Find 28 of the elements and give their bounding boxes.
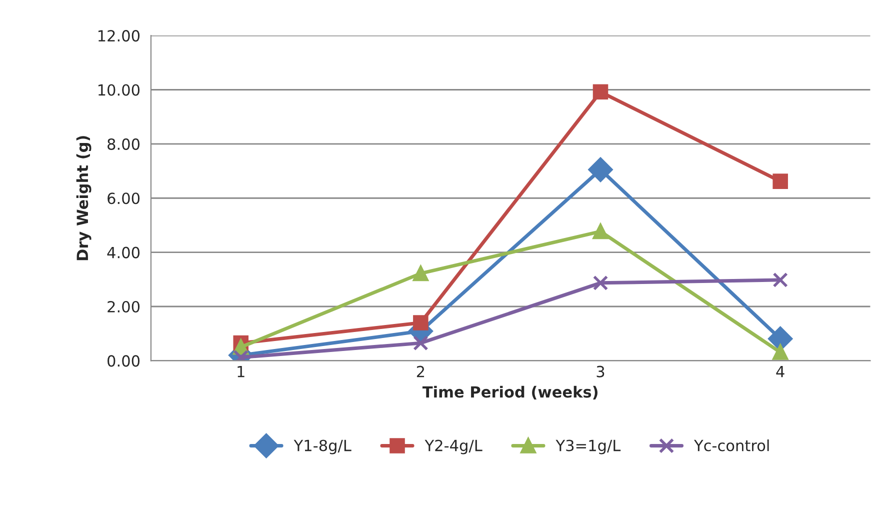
x-tick-label: 2 — [416, 366, 424, 378]
y-axis-title: Dry Weight (g) — [76, 136, 92, 260]
legend-label: Y1-8g/L — [294, 440, 352, 454]
legend-label: Yc-control — [694, 439, 769, 452]
y-tick-label: 2.00 — [108, 300, 140, 313]
point — [768, 326, 793, 351]
point — [413, 335, 428, 351]
point — [588, 157, 613, 182]
x-axis-title: Time Period (weeks) — [422, 386, 598, 400]
point — [413, 266, 428, 282]
y-tick-label: 0.00 — [108, 355, 140, 367]
legend-label: Y2-4g/L — [424, 440, 482, 454]
legend-label: Y3=1g/L — [556, 440, 621, 454]
y-tick-label: 12.00 — [98, 30, 140, 42]
point — [772, 344, 788, 360]
x-tick-label: 1 — [238, 366, 244, 378]
point — [772, 272, 788, 288]
y-tick-label: 10.00 — [98, 84, 140, 96]
point — [592, 84, 608, 100]
point — [772, 174, 788, 189]
x-tick-label: 3 — [596, 366, 604, 378]
point — [592, 275, 608, 291]
point — [592, 224, 608, 240]
y-tick-label: 6.00 — [108, 192, 140, 204]
x-tick-label: 4 — [776, 366, 784, 378]
y-tick-label: 8.00 — [108, 138, 140, 150]
point — [413, 315, 428, 330]
y-tick-label: 4.00 — [107, 246, 140, 258]
